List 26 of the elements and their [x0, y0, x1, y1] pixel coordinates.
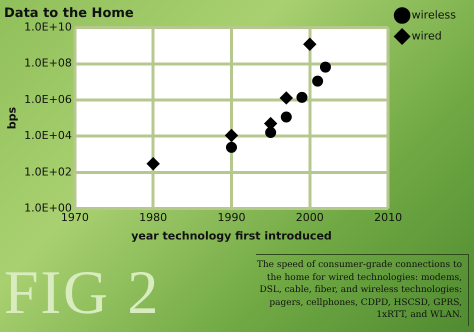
x-tick-label: 1990	[217, 211, 246, 224]
point	[146, 157, 160, 170]
y-tick-label: 1.0E+08	[24, 56, 72, 70]
y-tick-label: 1.0E+02	[24, 165, 72, 178]
legend-label: wired	[412, 29, 442, 42]
point	[303, 38, 316, 51]
y-tick-label: 1.0E+06	[24, 92, 72, 106]
text: The speed of consumer-grade connections to the home for wired technologies: modems, DSL, cable, fiber, and wireless technologies: pagers, cellphones, CDPD, HSCSD, GPRS, 1xRTT, and WLAN.	[256, 254, 469, 326]
x-tick-label: 1980	[139, 211, 168, 224]
point	[280, 91, 293, 104]
point	[226, 142, 237, 153]
legend-label: wireless	[412, 8, 456, 22]
point	[265, 127, 276, 138]
chart-title: Data to the Home	[4, 6, 134, 22]
point	[320, 62, 331, 73]
x-axis-title: year technology first introduced	[131, 229, 332, 242]
caption: FIG 2	[4, 259, 160, 327]
point	[224, 128, 238, 142]
x-tick-label: 2000	[296, 211, 324, 224]
point	[296, 92, 308, 103]
y-axis-title: bps	[5, 106, 18, 130]
y-tick-label: 1.0E+04	[24, 129, 72, 142]
point	[312, 76, 324, 87]
y-tick-label: 1.0E+10	[24, 20, 72, 34]
x-tick-label: 2010	[374, 211, 402, 224]
point	[280, 112, 292, 122]
